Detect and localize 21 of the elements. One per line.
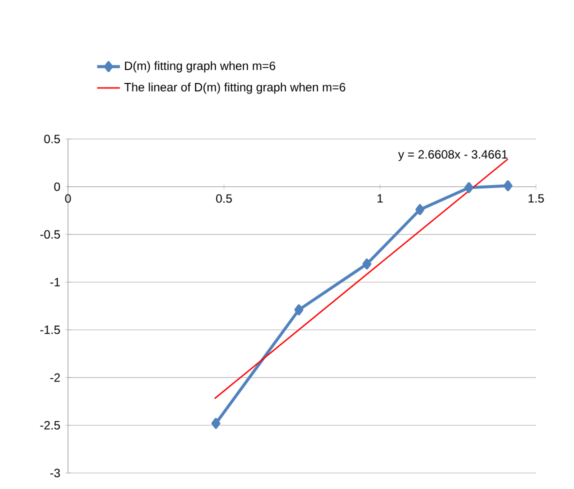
annotation: y = 2.6608x - 3.4661 <box>398 150 508 162</box>
x-tick-label: 1 <box>378 194 383 203</box>
y-tick-label: -3 <box>50 468 60 478</box>
x-tick-label: 0 <box>65 194 71 203</box>
point <box>464 182 474 194</box>
y-tick-label: -0.5 <box>40 230 60 239</box>
point <box>294 304 304 316</box>
point <box>503 180 512 192</box>
point <box>415 204 424 216</box>
point <box>362 258 372 270</box>
y-tick-label: 0 <box>54 182 60 191</box>
y-tick-label: -2.5 <box>40 421 60 430</box>
y-tick-label: -2 <box>50 373 60 382</box>
y-tick-label: -1 <box>50 278 60 286</box>
y-tick-label: -1.5 <box>40 326 60 334</box>
legend-label: D(m) fitting graph when m=6 <box>125 61 276 72</box>
legend-label: The linear of D(m) fitting graph when m=6 <box>124 82 346 94</box>
x-tick-label: 1.5 <box>528 194 544 203</box>
x-tick-label: 0.5 <box>216 194 232 203</box>
y-tick-label: 0.5 <box>44 134 60 144</box>
point <box>211 418 220 429</box>
